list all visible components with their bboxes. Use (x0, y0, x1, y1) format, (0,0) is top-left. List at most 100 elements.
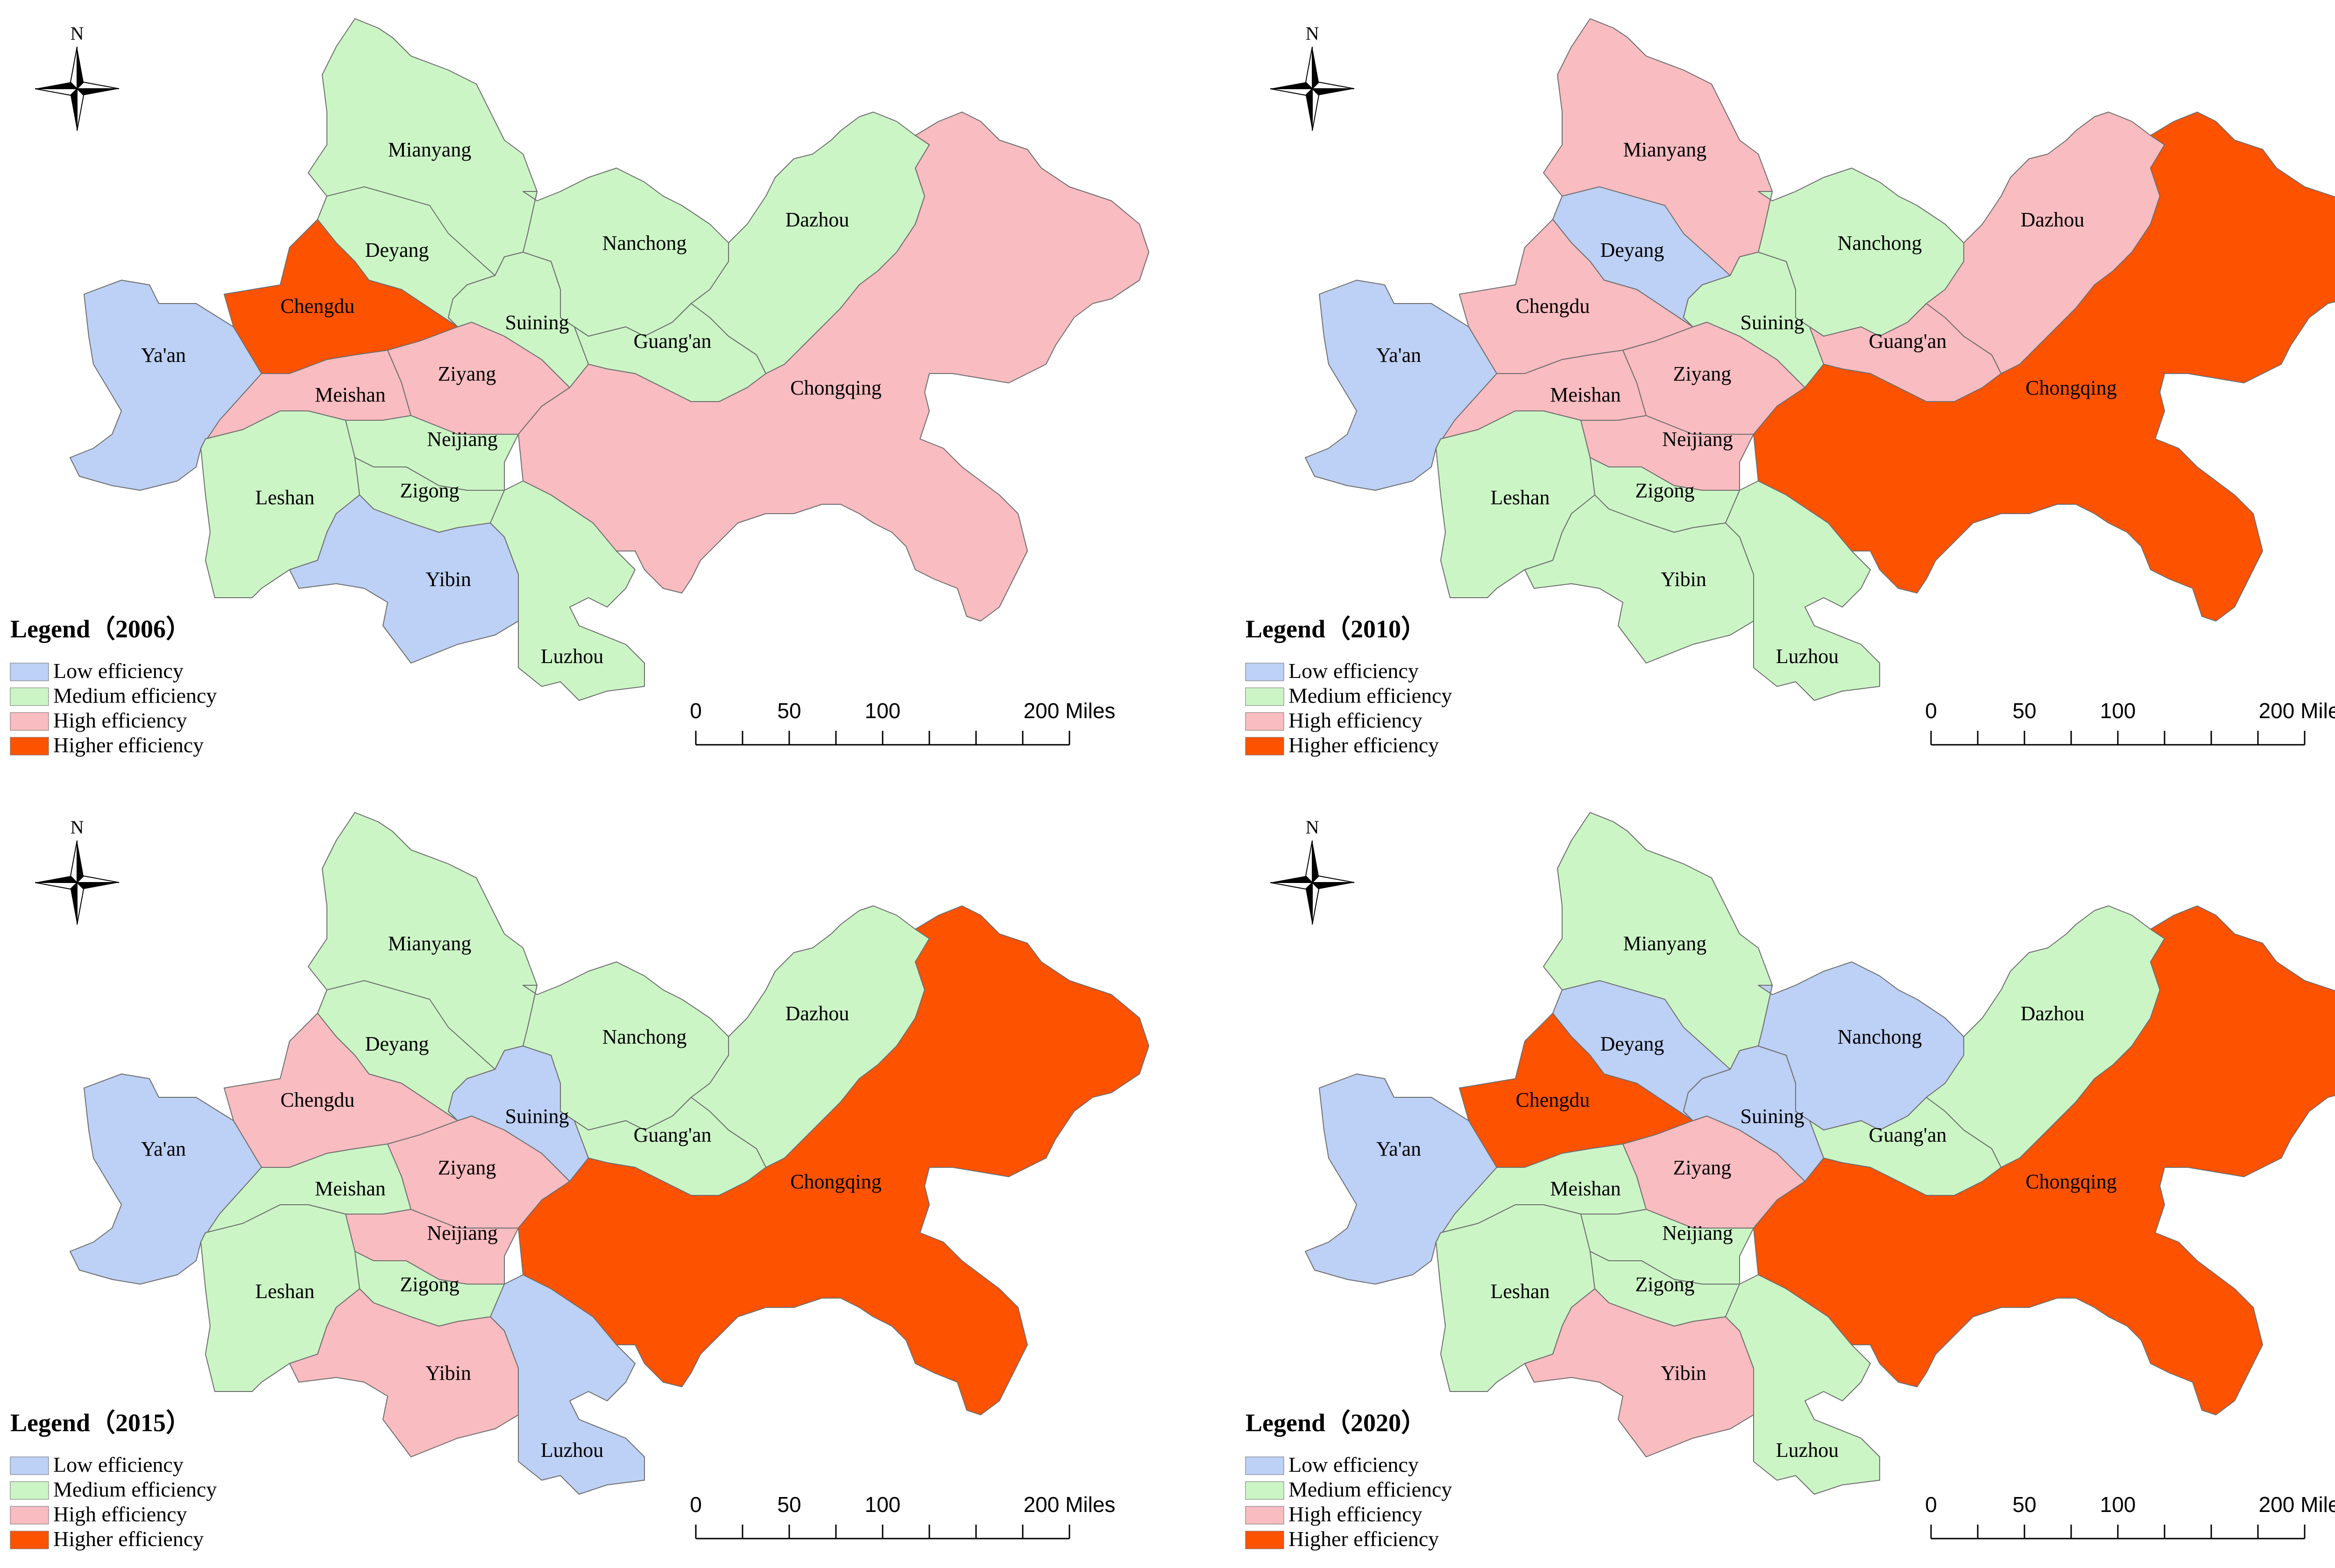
legend-swatch-higher (10, 737, 49, 756)
legend-swatch-higher (1245, 1531, 1284, 1549)
legend-swatch-high (1245, 712, 1284, 731)
region-label-suining: Suining (1741, 1105, 1804, 1128)
north-label: N (71, 23, 84, 44)
legend-label-higher: Higher efficiency (53, 733, 204, 757)
legend-swatch-high (10, 712, 49, 731)
north-label: N (1306, 23, 1319, 44)
region-yaan (70, 1074, 262, 1285)
region-label-chengdu: Chengdu (1516, 1088, 1590, 1111)
legend-swatch-low (10, 663, 49, 681)
map-panel-4: Ya'an Mianyang Deyang Chengdu Meishan Ziyang L… (1245, 812, 2335, 1551)
region-label-chongqing: Chongqing (2025, 1170, 2117, 1193)
region-label-mianyang: Mianyang (1623, 138, 1706, 161)
legend-swatch-higher (1245, 737, 1284, 756)
region-label-nanchong: Nanchong (602, 1025, 687, 1048)
map-panel-2: Ya'an Mianyang Deyang Chengdu Meishan Ziyang L… (1245, 18, 2335, 757)
region-label-zigong: Zigong (400, 479, 459, 502)
scale-label-3: 200 Miles (2259, 1492, 2335, 1517)
map-panel-3: Ya'an Mianyang Deyang Chengdu Meishan Ziyang L… (10, 812, 1149, 1551)
region-label-deyang: Deyang (365, 239, 429, 261)
region-label-yaan: Ya'an (141, 344, 186, 367)
legend-label-medium: Medium efficiency (1288, 1477, 1452, 1501)
region-label-luzhou: Luzhou (541, 645, 603, 668)
region-label-chongqing: Chongqing (2025, 376, 2117, 399)
legend-label-low: Low efficiency (1288, 1453, 1419, 1476)
region-chongqing (518, 112, 1149, 622)
scale-label-1: 50 (2012, 1492, 2036, 1517)
region-label-chongqing: Chongqing (790, 376, 882, 399)
region-label-chengdu: Chengdu (281, 1088, 355, 1111)
legend-title: Legend（2015） (10, 1409, 191, 1437)
region-label-suining: Suining (505, 1105, 569, 1128)
region-label-guangan: Guang'an (634, 330, 712, 353)
region-label-dazhou: Dazhou (785, 1002, 849, 1025)
legend-label-high: High efficiency (53, 1502, 187, 1526)
region-label-leshan: Leshan (1490, 486, 1550, 509)
region-label-yaan: Ya'an (1376, 1137, 1421, 1160)
region-label-leshan: Leshan (255, 486, 314, 509)
legend-swatch-high (1245, 1506, 1284, 1525)
region-label-zigong: Zigong (400, 1273, 459, 1296)
scale-label-1: 50 (2012, 699, 2036, 723)
legend-swatch-medium (1245, 687, 1284, 706)
region-label-luzhou: Luzhou (1776, 645, 1839, 668)
region-label-neijiang: Neijiang (427, 1222, 498, 1244)
north-arrow-icon: N (35, 817, 120, 925)
region-label-suining: Suining (505, 311, 569, 334)
map-panel-1: Ya'an Mianyang Deyang Chengdu Meishan Ziyang L… (10, 18, 1149, 757)
region-label-mianyang: Mianyang (1623, 932, 1706, 955)
region-label-dazhou: Dazhou (2021, 1002, 2085, 1025)
region-label-suining: Suining (1741, 311, 1804, 334)
region-label-chengdu: Chengdu (281, 295, 355, 318)
legend-swatch-low (1245, 1456, 1284, 1475)
scale-label-0: 0 (690, 1492, 702, 1517)
region-label-yaan: Ya'an (141, 1137, 186, 1160)
region-label-leshan: Leshan (255, 1280, 314, 1303)
legend-label-low: Low efficiency (1288, 659, 1419, 683)
region-label-yibin: Yibin (425, 1362, 471, 1384)
region-label-chongqing: Chongqing (790, 1170, 882, 1193)
scale-label-3: 200 Miles (1024, 699, 1116, 723)
region-label-ziyang: Ziyang (1673, 1156, 1732, 1179)
region-label-yibin: Yibin (1661, 1362, 1706, 1384)
region-label-yibin: Yibin (425, 568, 471, 591)
north-arrow-icon: N (1270, 23, 1355, 131)
region-label-mianyang: Mianyang (388, 138, 471, 161)
region-label-zigong: Zigong (1635, 479, 1694, 502)
north-arrow-icon: N (35, 23, 120, 131)
legend-label-high: High efficiency (1288, 1502, 1422, 1526)
legend-label-high: High efficiency (53, 708, 187, 732)
region-label-guangan: Guang'an (634, 1123, 712, 1146)
legend-swatch-low (1245, 663, 1284, 681)
scale-label-2: 100 (2100, 699, 2136, 723)
legend-swatch-low (10, 1456, 49, 1475)
legend-title: Legend（2020） (1245, 1409, 1426, 1437)
legend-label-high: High efficiency (1288, 708, 1422, 732)
region-label-nanchong: Nanchong (602, 232, 687, 254)
scale-label-2: 100 (865, 1492, 901, 1517)
north-arrow-icon: N (1270, 817, 1355, 925)
region-yaan (1305, 1074, 1497, 1285)
region-yaan (70, 280, 262, 491)
north-label: N (71, 817, 84, 838)
region-label-meishan: Meishan (1550, 1177, 1621, 1200)
region-label-ziyang: Ziyang (438, 1156, 496, 1179)
region-label-dazhou: Dazhou (2021, 208, 2085, 231)
region-label-yaan: Ya'an (1376, 344, 1421, 367)
legend-label-medium: Medium efficiency (53, 1477, 217, 1501)
region-label-neijiang: Neijiang (1662, 1222, 1733, 1244)
region-label-chengdu: Chengdu (1516, 295, 1590, 318)
region-label-deyang: Deyang (1600, 1032, 1664, 1055)
region-chongqing (1753, 905, 2335, 1415)
scale-bar: 0 50 100 200 Miles (1925, 699, 2335, 746)
legend-label-medium: Medium efficiency (1288, 684, 1452, 707)
region-label-deyang: Deyang (1600, 239, 1664, 261)
legend-swatch-medium (10, 1481, 49, 1500)
legend-label-higher: Higher efficiency (53, 1527, 204, 1551)
scale-label-0: 0 (690, 699, 702, 723)
region-label-yibin: Yibin (1661, 568, 1706, 591)
legend-label-higher: Higher efficiency (1288, 733, 1439, 757)
